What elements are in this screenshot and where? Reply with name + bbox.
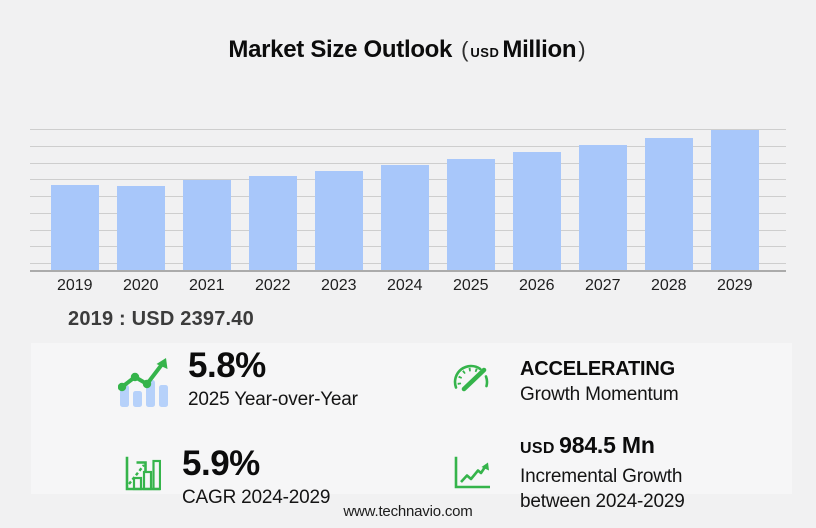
incremental-label: Incremental Growth between 2024-2029 <box>520 464 685 514</box>
bar-growth-arrow-icon <box>125 456 161 491</box>
title-paren-open: ( <box>461 37 469 62</box>
speedometer-icon <box>453 364 489 392</box>
x-tick-2025: 2025 <box>452 277 489 294</box>
yoy-value: 5.8% <box>188 346 266 385</box>
stat-yoy: 5.8% 2025 Year-over-Year <box>118 348 358 412</box>
x-axis-labels: 2019 2020 2021 2022 2023 2024 2025 2026 2027 2028… <box>30 277 786 297</box>
cagr-label: CAGR 2024-2029 <box>182 487 331 508</box>
x-tick-2022: 2022 <box>254 277 291 294</box>
x-tick-2028: 2028 <box>650 277 687 294</box>
x-tick-2020: 2020 <box>122 277 159 294</box>
bar-chart-trend-icon <box>118 358 168 407</box>
bar-2029 <box>710 130 759 270</box>
x-tick-2027: 2027 <box>584 277 621 294</box>
bar-2019 <box>50 185 99 270</box>
incremental-label-line1: Incremental Growth <box>520 466 683 487</box>
title-unit: Million <box>502 36 577 63</box>
gridline <box>30 145 786 147</box>
x-tick-2019: 2019 <box>56 277 93 294</box>
bar-2022 <box>248 175 297 270</box>
bar-2021 <box>182 179 231 270</box>
title-currency: USD <box>470 45 500 60</box>
yoy-label: 2025 Year-over-Year <box>188 389 358 410</box>
website-link[interactable]: www.technavio.com <box>343 503 473 520</box>
bar-2020 <box>116 186 165 270</box>
incremental-currency: USD <box>520 440 555 457</box>
gridline <box>30 162 786 164</box>
plot-area <box>30 110 786 271</box>
momentum-label: Growth Momentum <box>520 384 679 405</box>
cagr-value: 5.9% <box>182 444 260 483</box>
bar-2024 <box>380 165 429 270</box>
momentum-value: ACCELERATING <box>520 358 676 380</box>
x-axis-line <box>30 270 786 272</box>
stat-momentum: ACCELERATING Growth Momentum <box>450 356 679 407</box>
x-tick-2026: 2026 <box>518 277 555 294</box>
incremental-value: USD 984.5 Mn <box>520 432 685 462</box>
line-growth-axes-icon <box>454 456 490 489</box>
bar-2028 <box>644 138 693 270</box>
title-text: Market Size Outlook <box>228 36 453 63</box>
bar-chart: 2019 2020 2021 2022 2023 2024 2025 2026 2027 2028… <box>30 110 786 294</box>
bar-2025 <box>446 158 495 270</box>
bar-2026 <box>512 152 561 270</box>
base-year-value: 2019 : USD 2397.40 <box>68 308 254 330</box>
gridline <box>30 129 786 130</box>
x-tick-2029: 2029 <box>716 277 753 294</box>
x-tick-2024: 2024 <box>386 277 423 294</box>
x-tick-2021: 2021 <box>188 277 225 294</box>
bar-2027 <box>578 145 627 270</box>
title-paren-close: ) <box>578 37 586 62</box>
bar-2023 <box>314 170 363 270</box>
incremental-amount: 984.5 Mn <box>559 432 655 458</box>
x-tick-2023: 2023 <box>320 277 357 294</box>
incremental-label-line2: between 2024-2029 <box>520 491 685 512</box>
chart-title: Market Size Outlook (USD Million) <box>0 36 816 64</box>
stat-incremental: USD 984.5 Mn Incremental Growth between … <box>453 432 685 514</box>
stats-panel: 5.8% 2025 Year-over-Year ACCELERATING Gr… <box>31 343 792 512</box>
stat-cagr: 5.9% CAGR 2024-2029 <box>123 446 330 510</box>
